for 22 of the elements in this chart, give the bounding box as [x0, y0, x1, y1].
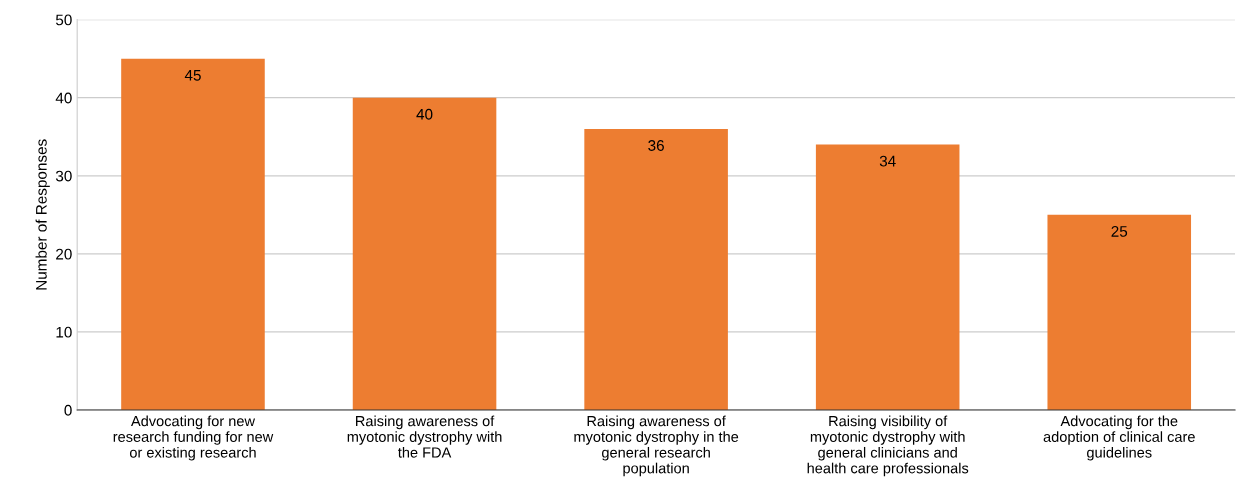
- y-tick-label: 30: [55, 170, 72, 182]
- y-tick-label: 10: [56, 326, 72, 338]
- x-tick-label: Raising awareness of myotonic dystrophy in the general research population: [574, 415, 739, 477]
- bar: [352, 97, 497, 410]
- data-label: 25: [1111, 225, 1128, 237]
- x-tick-label: Raising visibility of myotonic dystrophy with general clinicians and health care professionals: [807, 415, 969, 477]
- x-tick-label: Raising awareness of myotonic dystrophy with the FDA: [347, 415, 502, 458]
- bar: [121, 58, 265, 410]
- data-label: 36: [648, 140, 664, 151]
- y-tick-label: 20: [56, 248, 72, 260]
- data-label: 34: [879, 155, 896, 167]
- data-label: 45: [184, 69, 201, 81]
- bar: [584, 128, 728, 410]
- x-tick-label: Advocating for new research funding for new or existing research: [113, 415, 274, 461]
- bar: [815, 144, 960, 410]
- x-tick-label: Advocating for the adoption of clinical care guidelines: [1043, 415, 1195, 461]
- bar: [1047, 214, 1192, 410]
- y-tick-label: 0: [64, 404, 72, 416]
- data-label: 40: [416, 108, 433, 120]
- y-tick-label: 40: [55, 92, 72, 104]
- y-tick-label: 50: [55, 14, 72, 26]
- y-axis-title: Number of Responses: [35, 139, 50, 290]
